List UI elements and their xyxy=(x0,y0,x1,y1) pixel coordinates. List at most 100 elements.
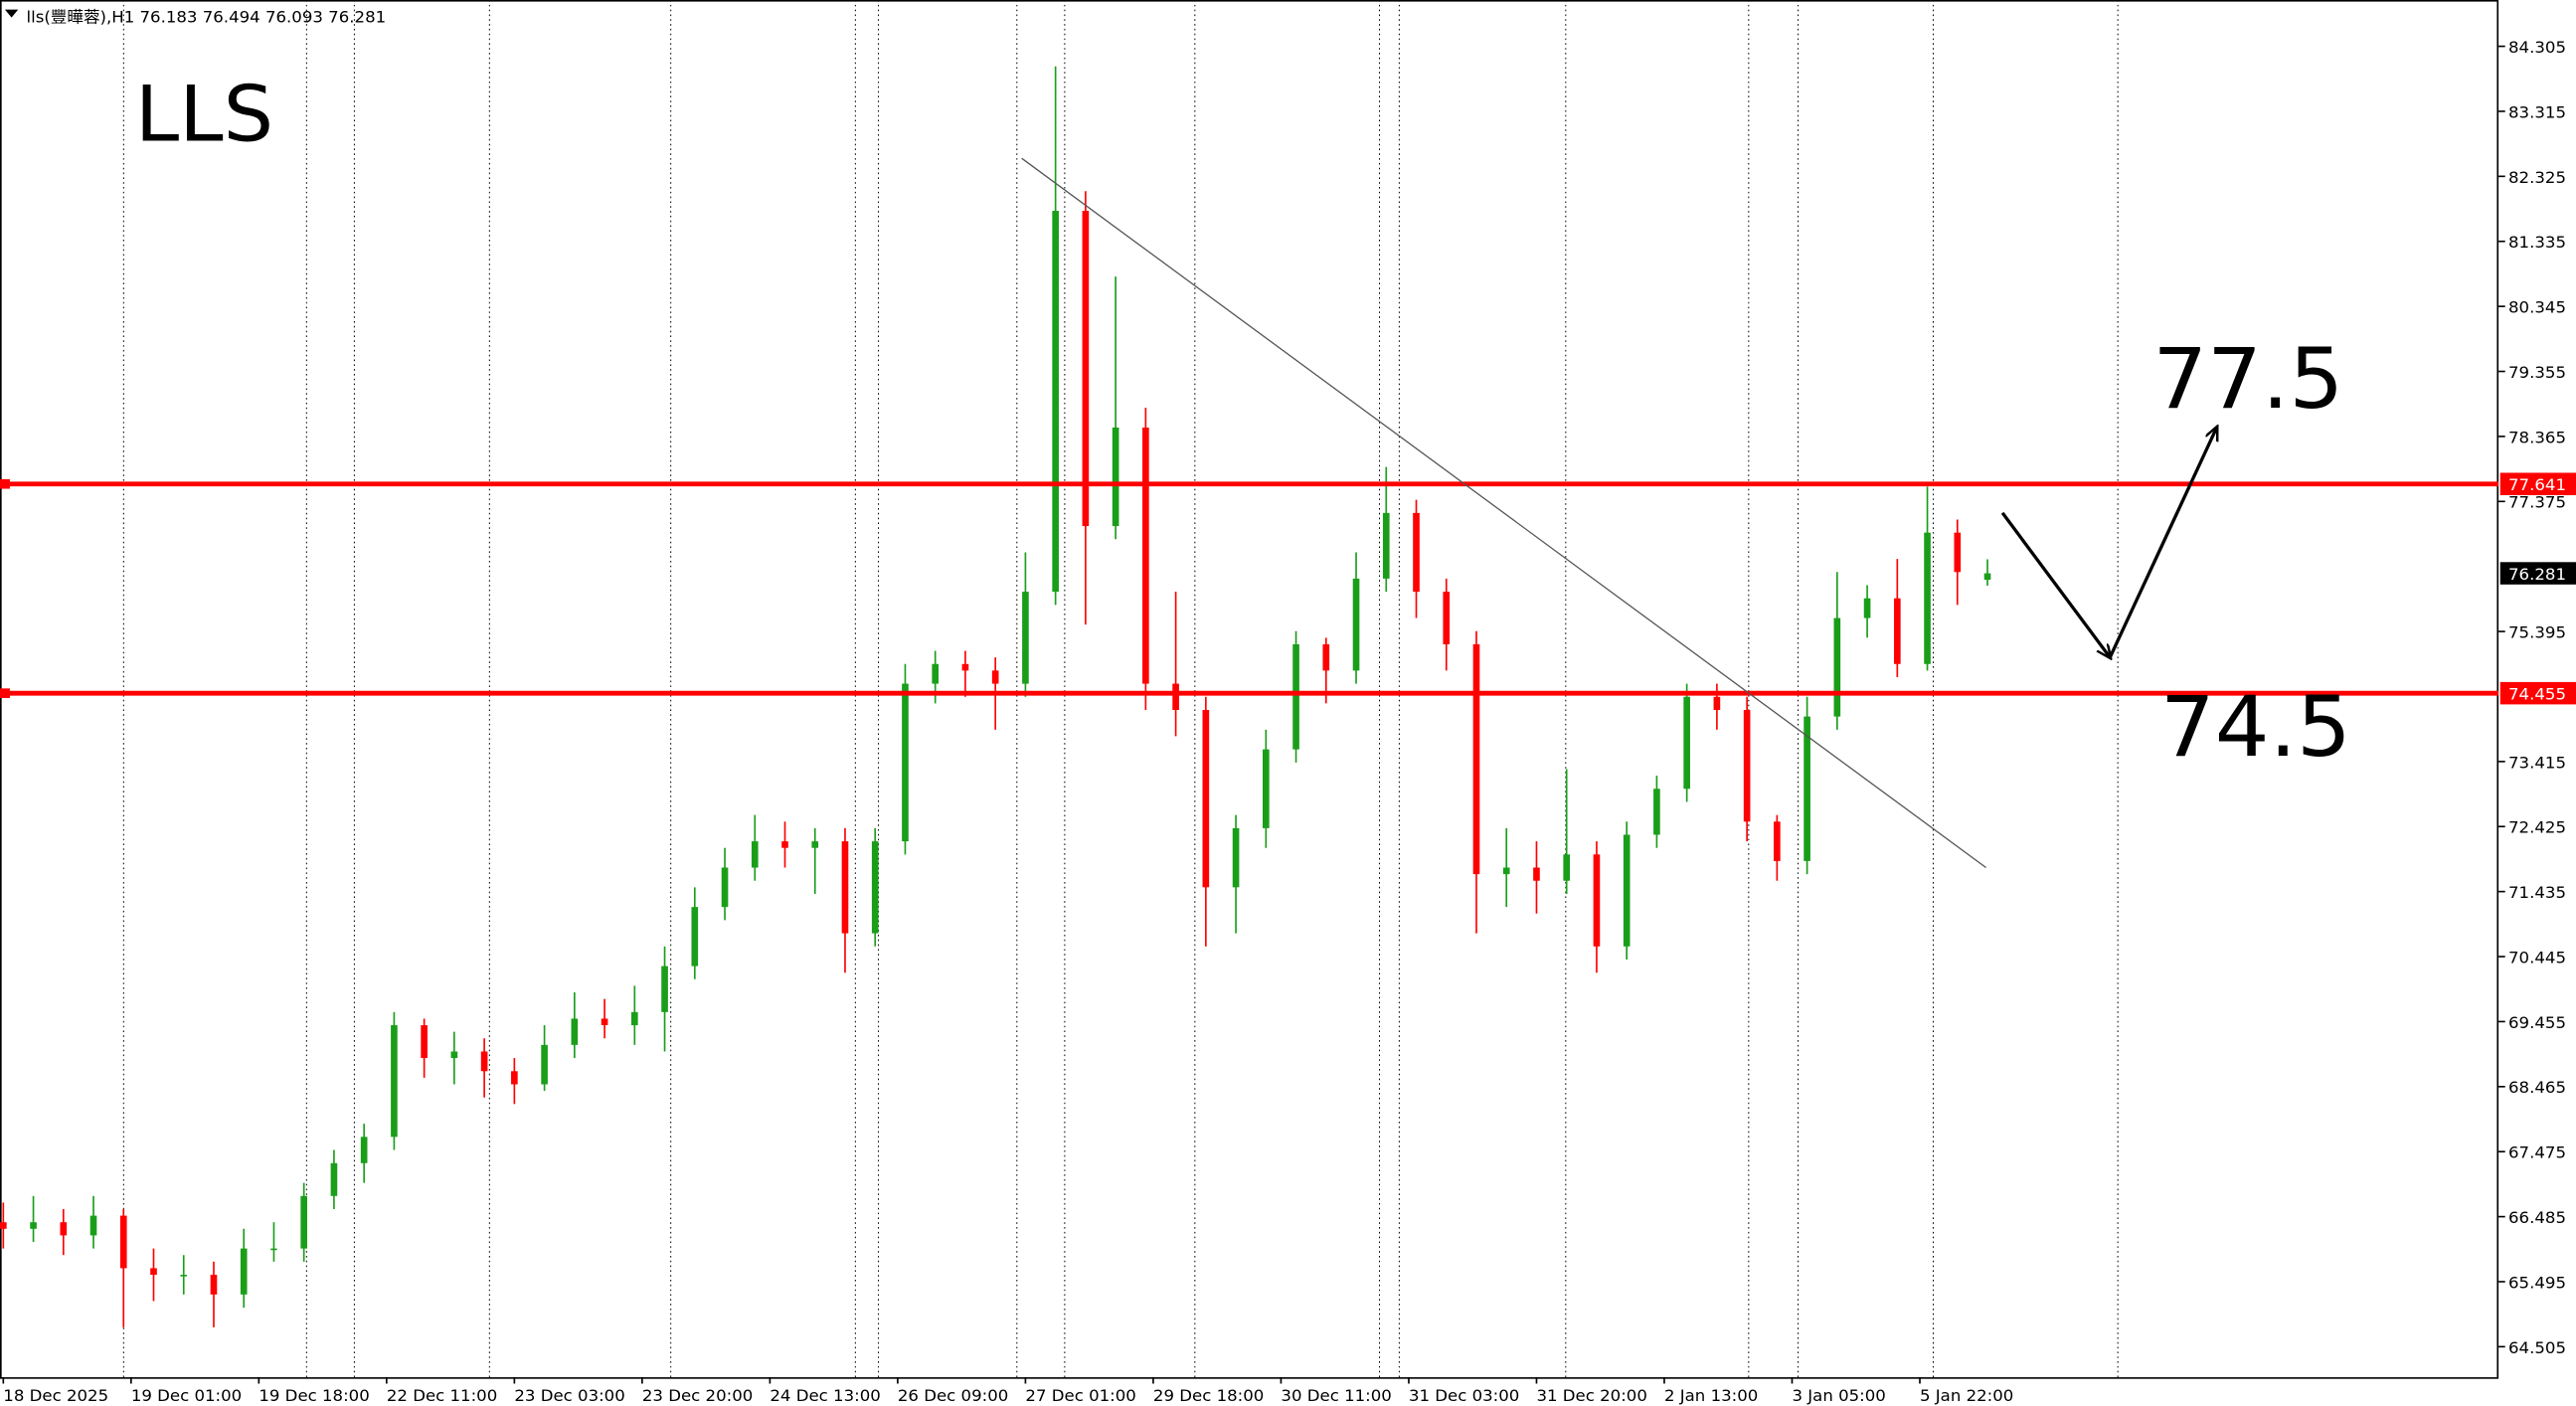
x-tick-label: 22 Dec 11:00 xyxy=(387,1386,497,1405)
x-tick-label: 27 Dec 01:00 xyxy=(1025,1386,1135,1405)
y-tick-label: 66.485 xyxy=(2508,1208,2566,1227)
candle-body xyxy=(1924,532,1931,664)
x-tick-label: 5 Jan 22:00 xyxy=(1920,1386,2013,1405)
y-tick-label: 77.375 xyxy=(2508,493,2566,512)
candle-body xyxy=(1894,598,1901,664)
header-text: lls(豐曄蓉),H1 76.183 76.494 76.093 76.281 xyxy=(27,8,387,27)
price-label: 76.281 xyxy=(2508,565,2566,584)
level-box xyxy=(2499,472,2576,495)
candle-body xyxy=(1954,532,1962,573)
x-tick-label: 26 Dec 09:00 xyxy=(898,1386,1008,1405)
candle-body xyxy=(1803,716,1810,861)
x-tick-label: 31 Dec 20:00 xyxy=(1536,1386,1646,1405)
candle-body xyxy=(1292,643,1299,750)
candle-body xyxy=(661,966,668,1012)
y-tick-label: 68.465 xyxy=(2508,1078,2566,1097)
x-tick-label: 19 Dec 01:00 xyxy=(131,1386,242,1405)
x-tick-label: 3 Jan 05:00 xyxy=(1792,1386,1885,1405)
candle-body xyxy=(1413,512,1420,593)
y-tick-label: 82.325 xyxy=(2508,168,2566,187)
candle-body xyxy=(1142,427,1149,684)
candle-body xyxy=(330,1162,338,1196)
candle-body xyxy=(991,670,999,684)
candle-body xyxy=(1983,573,1991,581)
candle-body xyxy=(1082,211,1090,527)
candle-body xyxy=(1623,834,1631,947)
candle-body xyxy=(1533,867,1540,881)
candle-body xyxy=(541,1044,548,1085)
annotation: 74.5 xyxy=(2160,679,2351,776)
level-label: 77.641 xyxy=(2508,475,2566,494)
candle-body xyxy=(1322,643,1330,671)
candle-body xyxy=(1502,867,1510,875)
projection-arrow xyxy=(2108,428,2216,658)
symbol: lls(豐曄蓉),H1 xyxy=(27,8,135,27)
candle-body xyxy=(89,1215,97,1236)
y-tick-label: 71.435 xyxy=(2508,883,2566,902)
y-tick-label: 70.445 xyxy=(2508,949,2566,967)
candle-body xyxy=(1172,683,1179,711)
level-handle xyxy=(0,688,10,698)
candle-body xyxy=(240,1248,248,1295)
candle-body xyxy=(1653,789,1660,835)
candle-body xyxy=(1052,211,1059,593)
x-tick-label: 2 Jan 13:00 xyxy=(1664,1386,1758,1405)
candle-body xyxy=(1382,512,1390,579)
candle-body xyxy=(119,1215,127,1269)
candle-body xyxy=(150,1268,157,1276)
y-tick-label: 64.505 xyxy=(2508,1338,2566,1357)
candle-body xyxy=(360,1137,368,1163)
header-icon xyxy=(4,9,19,18)
ohlc-close: 76.281 xyxy=(328,8,386,27)
y-tick-label: 73.415 xyxy=(2508,754,2566,773)
candle-body xyxy=(60,1222,68,1236)
candle-body xyxy=(1352,578,1360,671)
candle-body xyxy=(781,841,788,848)
candle-body xyxy=(480,1051,488,1072)
candle-body xyxy=(421,1025,428,1059)
x-tick-label: 19 Dec 18:00 xyxy=(258,1386,369,1405)
candle-body xyxy=(300,1195,308,1249)
x-tick-label: 29 Dec 18:00 xyxy=(1153,1386,1264,1405)
trendline xyxy=(1021,157,1986,869)
candle-body xyxy=(691,907,699,967)
y-tick-label: 65.495 xyxy=(2508,1274,2566,1293)
candle-body xyxy=(1263,749,1270,828)
candle-body xyxy=(1593,854,1601,947)
x-tick-label: 31 Dec 03:00 xyxy=(1409,1386,1519,1405)
candle-body xyxy=(1863,598,1871,618)
x-tick-label: 23 Dec 03:00 xyxy=(514,1386,624,1405)
annotation: 77.5 xyxy=(2152,331,2343,428)
y-tick-label: 78.365 xyxy=(2508,429,2566,447)
candles xyxy=(0,66,1991,1327)
candle-body xyxy=(1683,696,1690,790)
level-label: 74.455 xyxy=(2508,685,2566,704)
y-tick-label: 84.305 xyxy=(2508,38,2566,57)
y-tick-label: 75.395 xyxy=(2508,623,2566,642)
candle-body xyxy=(841,841,849,934)
candle-body xyxy=(180,1275,188,1277)
candle-body xyxy=(811,841,819,848)
candle-body xyxy=(1232,827,1240,888)
y-tick-label: 79.355 xyxy=(2508,363,2566,382)
candle-body xyxy=(1022,592,1029,684)
x-tick-label: 23 Dec 20:00 xyxy=(642,1386,753,1405)
candle-body xyxy=(601,1018,608,1026)
candle-body xyxy=(721,867,729,908)
level-box xyxy=(2499,681,2576,705)
candle-body xyxy=(391,1025,398,1138)
chart-title: LLS xyxy=(135,71,273,160)
candle-body xyxy=(30,1222,37,1229)
candle-body xyxy=(571,1018,579,1045)
candle-body xyxy=(902,683,909,842)
candle-body xyxy=(1833,617,1841,717)
candle-body xyxy=(932,663,940,684)
y-tick-label: 67.475 xyxy=(2508,1143,2566,1162)
candle-body xyxy=(1472,643,1480,875)
candle-body xyxy=(210,1275,218,1295)
price-box xyxy=(2499,562,2576,585)
candle-body xyxy=(871,841,879,934)
candle-body xyxy=(631,1011,638,1026)
